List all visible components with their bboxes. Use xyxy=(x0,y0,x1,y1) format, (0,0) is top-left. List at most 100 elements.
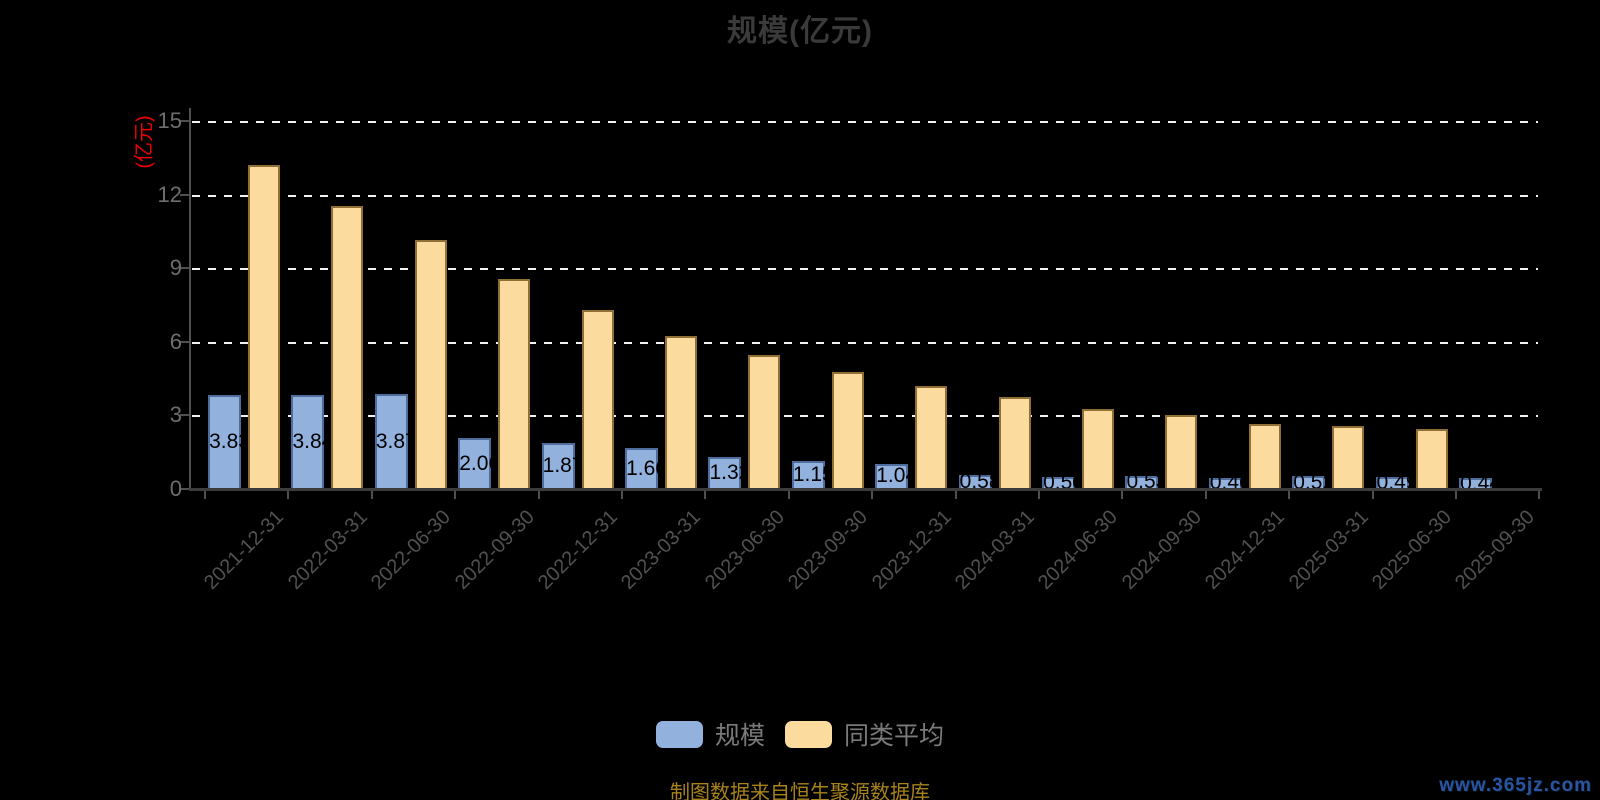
y-tick-mark xyxy=(180,488,189,490)
bar-value-label: 0.50 xyxy=(1043,470,1084,489)
bar-scale-2022-03-31[interactable] xyxy=(291,394,325,489)
y-tick-label-12: 12 xyxy=(157,181,182,207)
legend-label-scale: 规模 xyxy=(714,722,765,750)
x-tick-mark xyxy=(1288,491,1291,499)
x-tick-mark xyxy=(1038,491,1040,499)
bar-peer-average-2023-06-30[interactable] xyxy=(748,355,781,489)
x-tick-mark xyxy=(454,491,457,499)
x-tick-mark xyxy=(621,491,623,499)
bar-scale-2022-06-30[interactable] xyxy=(374,394,408,489)
site-watermark-link[interactable]: www.365jz.com xyxy=(1439,775,1592,796)
legend-label-peer-average: 同类平均 xyxy=(844,722,945,750)
x-tick-label-2023-09-30: 2023-09-30 xyxy=(784,506,873,594)
y-tick-mark xyxy=(180,193,189,196)
x-tick-label-2024-09-30: 2024-09-30 xyxy=(1117,506,1206,594)
y-tick-label-0: 0 xyxy=(169,476,182,501)
x-tick-label-2022-12-31: 2022-12-31 xyxy=(533,506,622,594)
y-tick-label-15: 15 xyxy=(157,108,182,133)
bar-scale-2024-12-31[interactable] xyxy=(1208,477,1242,489)
bar-value-label: 0.52 xyxy=(1293,470,1335,489)
bar-peer-average-2024-12-31[interactable] xyxy=(1248,424,1281,489)
bar-value-label: 0.58 xyxy=(959,469,1001,489)
x-tick-label-2024-12-31: 2024-12-31 xyxy=(1201,506,1290,594)
bar-scale-2023-06-30[interactable] xyxy=(708,456,742,489)
bar-value-label: 0.49 xyxy=(1376,470,1418,489)
bar-value-label: 0.53 xyxy=(1126,470,1168,489)
y-tick-mark xyxy=(180,340,189,343)
bar-value-label: 1.66 xyxy=(626,456,667,480)
bar-peer-average-2022-12-31[interactable] xyxy=(581,309,614,489)
bar-value-label: 0.46 xyxy=(1209,471,1251,489)
bar-peer-average-2025-03-31[interactable] xyxy=(1332,426,1365,489)
bar-peer-average-2022-03-31[interactable] xyxy=(331,205,364,489)
x-tick-label-2025-09-30: 2025-09-30 xyxy=(1451,506,1540,594)
x-tick-label-2023-06-30: 2023-06-30 xyxy=(700,506,789,594)
bar-peer-average-2024-03-31[interactable] xyxy=(998,397,1031,489)
legend-swatch-scale xyxy=(655,720,703,748)
plot-area: 3.83 3.84 3.87 2.06 1.87 1.66 1.32 1.15 1.04 0.58… xyxy=(190,121,1540,489)
x-tick-label-2025-03-31: 2025-03-31 xyxy=(1284,506,1373,594)
y-tick-mark xyxy=(180,267,189,270)
x-tick-label-2024-06-30: 2024-06-30 xyxy=(1034,506,1123,594)
x-tick-mark xyxy=(787,491,790,499)
bar-value-label: 3.87 xyxy=(375,429,417,453)
bar-value-label: 3.83 xyxy=(209,430,250,454)
bar-peer-average-2023-12-31[interactable] xyxy=(915,385,948,489)
bar-peer-average-2024-06-30[interactable] xyxy=(1082,409,1114,489)
x-tick-mark xyxy=(537,491,540,499)
y-tick-mark xyxy=(180,120,189,122)
bar-scale-2022-12-31[interactable] xyxy=(541,443,575,489)
x-tick-mark xyxy=(954,491,957,499)
bar-peer-average-2023-03-31[interactable] xyxy=(665,335,697,489)
bar-peer-average-2024-09-30[interactable] xyxy=(1165,415,1198,489)
legend-item-peer-average[interactable]: 同类平均 xyxy=(785,716,944,752)
bar-scale-2021-12-31[interactable] xyxy=(208,395,241,489)
y-tick-mark xyxy=(180,414,189,417)
x-tick-label-2025-06-30: 2025-06-30 xyxy=(1367,506,1456,594)
gridline-y-9 xyxy=(192,268,1538,271)
legend-swatch-peer-average xyxy=(785,720,832,748)
x-tick-mark xyxy=(287,491,290,499)
x-tick-mark xyxy=(1538,491,1541,499)
x-tick-label-2022-09-30: 2022-09-30 xyxy=(450,506,539,594)
bar-scale-2023-03-31[interactable] xyxy=(625,448,658,489)
bar-value-label: 1.15 xyxy=(792,462,834,486)
bar-scale-2023-12-31[interactable] xyxy=(875,463,909,489)
bar-scale-2025-09-30[interactable] xyxy=(1459,478,1492,489)
x-tick-label-2022-06-30: 2022-06-30 xyxy=(367,506,456,594)
bar-peer-average-2022-09-30[interactable] xyxy=(498,279,531,489)
y-axis-line xyxy=(189,108,191,491)
bar-peer-average-2025-06-30[interactable] xyxy=(1415,428,1448,489)
x-tick-mark xyxy=(1371,491,1374,499)
y-tick-label-3: 3 xyxy=(169,402,182,428)
x-tick-label-2023-03-31: 2023-03-31 xyxy=(617,506,706,594)
bar-peer-average-2022-06-30[interactable] xyxy=(414,240,447,489)
x-tick-label-2022-03-31: 2022-03-31 xyxy=(283,506,372,594)
x-tick-label-2024-03-31: 2024-03-31 xyxy=(950,506,1039,594)
bar-scale-2023-09-30[interactable] xyxy=(791,460,825,489)
legend-item-scale[interactable]: 规模 xyxy=(655,716,765,752)
x-tick-label-2021-12-31: 2021-12-31 xyxy=(200,506,289,594)
x-tick-mark xyxy=(370,491,373,499)
x-tick-mark xyxy=(1204,491,1207,499)
bar-scale-2024-06-30[interactable] xyxy=(1042,476,1075,489)
x-tick-mark xyxy=(704,491,707,499)
x-tick-label-2023-12-31: 2023-12-31 xyxy=(867,506,956,594)
data-source-note: 制图数据来自恒生聚源数据库 xyxy=(670,782,930,800)
bar-value-label: 3.84 xyxy=(292,429,334,453)
chart-title: 规模(亿元) xyxy=(727,15,873,48)
bar-scale-2025-06-30[interactable] xyxy=(1375,476,1409,489)
x-tick-mark xyxy=(1455,491,1457,499)
bar-scale-2025-03-31[interactable] xyxy=(1292,476,1326,489)
bar-scale-2024-03-31[interactable] xyxy=(958,474,992,489)
x-tick-mark xyxy=(871,491,874,499)
gridline-y-3 xyxy=(192,415,1538,418)
bar-peer-average-2021-12-31[interactable] xyxy=(248,165,280,489)
bar-value-label: 2.06 xyxy=(459,451,501,475)
gridline-y-6 xyxy=(192,341,1538,344)
legend: 规模 同类平均 xyxy=(0,716,1600,752)
bar-scale-2024-09-30[interactable] xyxy=(1125,476,1159,489)
bar-peer-average-2023-09-30[interactable] xyxy=(831,372,864,489)
bar-scale-2022-09-30[interactable] xyxy=(458,438,492,489)
